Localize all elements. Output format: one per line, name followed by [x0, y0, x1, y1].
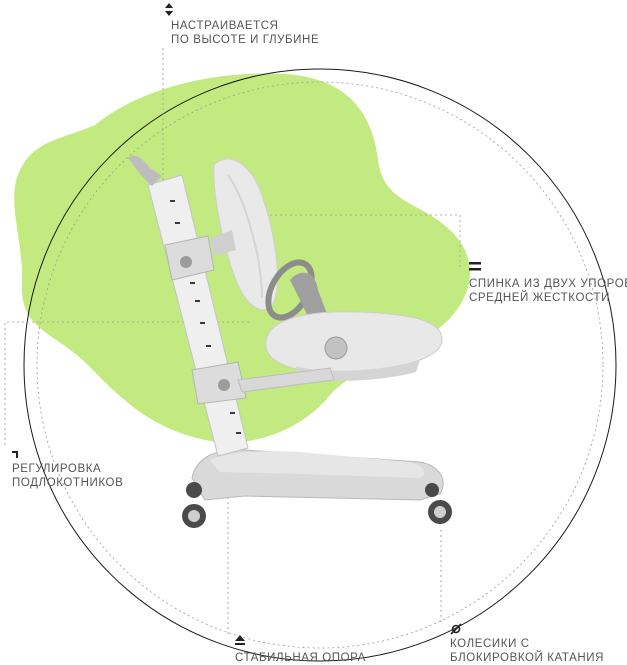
feature-base: СТАБИЛЬНАЯ ОПОРА — [235, 651, 366, 665]
caster-wheels — [182, 482, 452, 528]
backrest-line1: СПИНКА ИЗ ДВУХ УПОРОВ — [469, 278, 627, 290]
feature-armrest: РЕГУЛИРОВКА ПОДЛОКОТНИКОВ — [12, 462, 123, 490]
leader-armrest — [4, 321, 250, 445]
corner-arrow-icon — [12, 451, 18, 458]
clamp-knob-lower — [218, 379, 230, 391]
column-top-handle — [128, 155, 162, 186]
seat-knob — [324, 336, 348, 360]
outline-circle — [23, 68, 617, 662]
armrest-line2: ПОДЛОКОТНИКОВ — [12, 477, 124, 489]
backrest-bracket — [210, 230, 236, 256]
backrest-rib — [227, 174, 263, 299]
height-depth-line1: НАСТРАИВАЕТСЯ — [171, 20, 279, 32]
caster-rear-left — [186, 482, 202, 498]
slashed-circle-icon — [450, 623, 462, 635]
clamp-knob-upper — [180, 256, 192, 268]
armrest-line1: РЕГУЛИРОВКА — [12, 463, 102, 475]
feature-height-depth: НАСТРАИВАЕТСЯ ПО ВЫСОТЕ И ГЛУБИНЕ — [171, 19, 319, 47]
feature-casters: КОЛЕСИКИ С БЛОКИРОВКОЙ КАТАНИЯ — [450, 637, 604, 665]
chair — [128, 155, 452, 528]
casters-line2: БЛОКИРОВКОЙ КАТАНИЯ — [450, 652, 605, 664]
caster-front-left-hub — [188, 510, 200, 522]
feature-backrest: СПИНКА ИЗ ДВУХ УПОРОВ СРЕДНЕЙ ЖЕСТКОСТИ — [469, 277, 627, 305]
caster-right-hub — [434, 506, 446, 518]
height-depth-line2: ПО ВЫСОТЕ И ГЛУБИНЕ — [171, 34, 320, 46]
leader-backrest — [270, 214, 461, 268]
up-triangle-icon — [235, 635, 245, 645]
dotted-circle — [36, 81, 604, 649]
caster-rear-right — [425, 483, 439, 497]
up-down-arrows-icon — [165, 3, 173, 16]
seat-support-bar — [237, 367, 335, 393]
chair-base-top — [210, 451, 425, 478]
leader-lines — [4, 48, 461, 636]
double-bar-icon — [469, 262, 481, 271]
casters-line1: КОЛЕСИКИ С — [450, 638, 530, 650]
base-line1: СТАБИЛЬНАЯ ОПОРА — [235, 652, 366, 664]
backrest-line2: СРЕДНЕЙ ЖЕСТКОСТИ — [469, 292, 611, 304]
